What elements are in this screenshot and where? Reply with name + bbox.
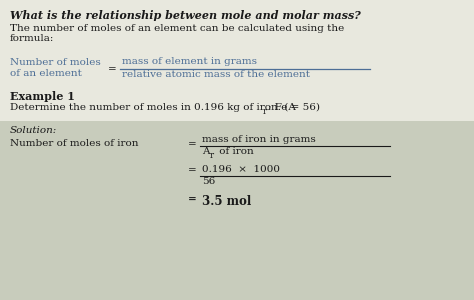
Text: r: r xyxy=(263,107,267,116)
Text: =: = xyxy=(188,140,197,149)
Text: formula:: formula: xyxy=(10,34,55,43)
Text: Determine the number of moles in 0.196 kg of iron. (A: Determine the number of moles in 0.196 k… xyxy=(10,103,296,112)
Text: : Fe = 56): : Fe = 56) xyxy=(268,103,320,112)
Text: of an element: of an element xyxy=(10,69,82,78)
Text: The number of moles of an element can be calculated using the: The number of moles of an element can be… xyxy=(10,24,344,33)
Text: 56: 56 xyxy=(202,177,215,186)
Text: What is the relationship between mole and molar mass?: What is the relationship between mole an… xyxy=(10,10,361,21)
Text: r: r xyxy=(210,151,214,160)
Text: relative atomic mass of the element: relative atomic mass of the element xyxy=(122,70,310,79)
Text: =: = xyxy=(188,166,197,175)
Text: =: = xyxy=(108,65,117,74)
Text: A: A xyxy=(202,147,210,156)
Text: Solution:: Solution: xyxy=(10,126,57,135)
Text: =: = xyxy=(188,195,197,204)
Text: mass of element in grams: mass of element in grams xyxy=(122,57,257,66)
FancyBboxPatch shape xyxy=(0,121,474,300)
Text: mass of iron in grams: mass of iron in grams xyxy=(202,135,316,144)
Text: 0.196  ×  1000: 0.196 × 1000 xyxy=(202,165,280,174)
Text: 3.5 mol: 3.5 mol xyxy=(202,195,251,208)
Text: of iron: of iron xyxy=(216,147,254,156)
Text: Number of moles of iron: Number of moles of iron xyxy=(10,139,138,148)
Text: Example 1: Example 1 xyxy=(10,91,75,102)
Text: Number of moles: Number of moles xyxy=(10,58,101,67)
